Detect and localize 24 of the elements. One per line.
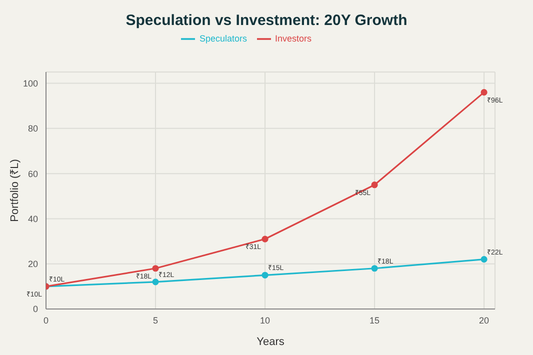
y-tick-label: 60 xyxy=(28,168,38,179)
point xyxy=(371,182,378,188)
point xyxy=(480,89,488,96)
legend-label: Investors xyxy=(275,33,312,44)
x-tick-label: 20 xyxy=(479,315,490,326)
x-tick-label: 10 xyxy=(260,315,270,326)
point xyxy=(152,278,159,286)
y-tick-label: 0 xyxy=(32,304,38,314)
point xyxy=(371,265,378,272)
point xyxy=(480,256,488,263)
y-tick-label: 20 xyxy=(28,259,38,270)
y-tick-label: 80 xyxy=(28,124,38,134)
x-tick-label: 5 xyxy=(153,315,158,326)
point xyxy=(152,265,159,272)
x-tick-label: 15 xyxy=(370,315,380,326)
point xyxy=(262,236,268,242)
y-tick-label: 100 xyxy=(22,78,38,88)
x-axis-title: Years xyxy=(256,336,285,348)
x-tick-label: 0 xyxy=(43,315,49,326)
point xyxy=(262,272,268,278)
y-tick-label: 40 xyxy=(28,214,38,224)
legend-label: Speculators xyxy=(199,33,247,44)
chart-title: Speculation vs Investment: 20Y Growth xyxy=(124,12,408,29)
y-axis-title: Portfolio (₹L) xyxy=(8,159,21,222)
